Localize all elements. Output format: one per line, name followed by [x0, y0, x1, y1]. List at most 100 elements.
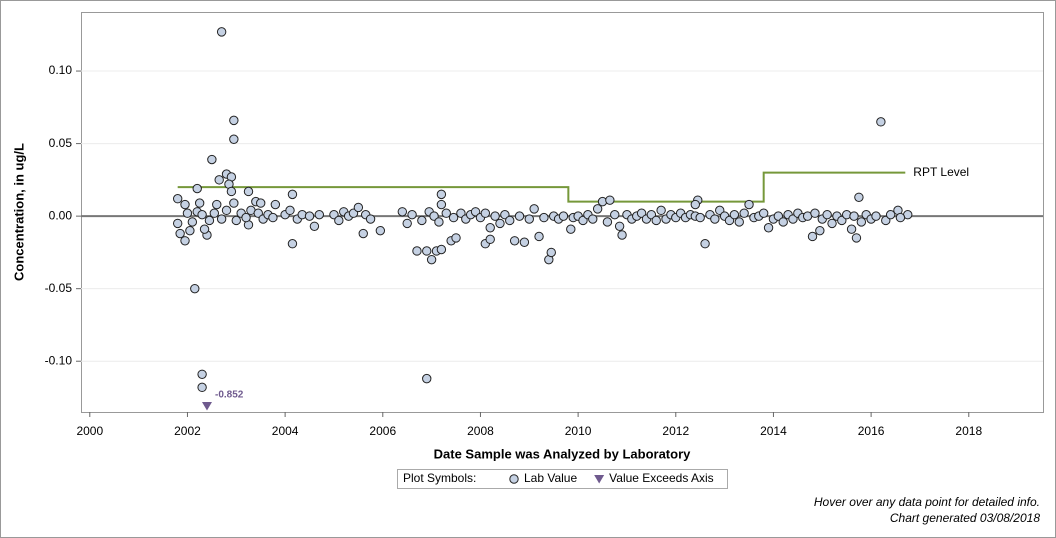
x-tick-label: 2008: [467, 424, 494, 438]
data-point: [192, 183, 202, 194]
data-point: [700, 239, 710, 249]
data-point: [185, 225, 195, 236]
data-point: [207, 154, 217, 165]
x-tick-label: 2006: [369, 424, 396, 438]
x-tick-label: 2012: [662, 424, 689, 438]
data-point: [172, 194, 183, 204]
data-point: [434, 217, 444, 227]
x-tick-label: 2014: [760, 424, 787, 438]
data-point: [822, 209, 832, 220]
x-tick-label: 2010: [565, 424, 592, 438]
data-point: [285, 205, 295, 216]
x-axis-title: Date Sample was Analyzed by Laboratory: [434, 446, 691, 461]
data-point: [197, 369, 207, 379]
data-point: [810, 208, 820, 218]
data-point: [744, 199, 754, 210]
data-point: [412, 246, 422, 256]
data-point: [287, 189, 298, 200]
data-point: [214, 175, 224, 185]
data-point: [827, 218, 837, 229]
data-point: [546, 247, 556, 258]
data-point: [268, 212, 278, 223]
data-point: [187, 217, 198, 227]
data-point: [588, 214, 598, 224]
data-point: [365, 214, 376, 224]
data-point: [614, 221, 625, 231]
data-point: [229, 198, 239, 208]
data-point: [180, 236, 190, 246]
data-point: [204, 215, 215, 226]
data-point: [485, 234, 495, 245]
data-point: [710, 214, 720, 224]
data-point: [729, 209, 740, 220]
note: Chart generated 03/08/2018: [890, 511, 1040, 525]
x-tick-label: 2000: [76, 424, 103, 438]
y-axis-title: Concentration, in ug/L: [11, 143, 26, 281]
data-point: [304, 211, 315, 221]
data-point: [216, 27, 227, 37]
legend-label: Lab Value: [524, 471, 577, 485]
data-point: [309, 221, 320, 231]
data-point: [778, 217, 788, 227]
data-point: [448, 212, 459, 223]
exceed-marker: [201, 402, 212, 411]
data-point: [226, 186, 237, 197]
data-point: [209, 208, 220, 218]
data-point: [610, 209, 620, 220]
x-tick-label: 2016: [858, 424, 885, 438]
data-point: [422, 373, 432, 384]
data-point: [353, 202, 364, 213]
x-tick-label: 2018: [955, 424, 982, 438]
legend-symbol: [509, 474, 519, 484]
data-point: [256, 198, 266, 208]
data-point: [190, 283, 200, 294]
data-point: [358, 228, 368, 239]
data-point: [758, 208, 769, 218]
y-tick-label: 0.05: [49, 136, 73, 150]
data-point: [197, 209, 207, 220]
data-point: [417, 215, 427, 226]
legend-box: [397, 469, 728, 489]
data-point: [270, 199, 281, 210]
data-point: [426, 254, 437, 265]
data-point: [314, 209, 325, 220]
data-point: [495, 218, 505, 229]
data-point: [436, 189, 447, 200]
data-point: [566, 224, 576, 234]
data-point: [422, 246, 432, 256]
data-point: [539, 212, 549, 223]
data-point: [656, 205, 666, 216]
data-point: [197, 382, 207, 393]
data-point: [480, 208, 491, 218]
data-point: [856, 217, 867, 227]
data-point: [885, 209, 896, 220]
data-point: [436, 199, 447, 210]
data-point: [763, 223, 774, 233]
data-point: [617, 230, 627, 240]
data-point: [194, 198, 205, 208]
data-point: [172, 218, 183, 229]
data-point: [524, 214, 534, 224]
data-point: [229, 115, 239, 126]
data-point: [221, 205, 232, 216]
data-point: [895, 212, 906, 223]
data-point: [605, 195, 615, 205]
data-point: [212, 199, 222, 210]
data-point: [592, 204, 603, 214]
data-point: [651, 215, 661, 226]
data-point: [490, 211, 500, 221]
data-point: [514, 211, 525, 221]
legend-label: Value Exceeds Axis: [609, 471, 714, 485]
data-point: [558, 211, 569, 221]
rpt-label: RPT Level: [913, 165, 969, 179]
y-tick-label: -0.05: [45, 281, 73, 295]
data-point: [436, 244, 447, 255]
legend-title: Plot Symbols:: [403, 471, 476, 485]
data-point: [602, 217, 613, 227]
rpt-line: [177, 171, 906, 203]
data-point: [182, 208, 193, 218]
data-point: [229, 134, 239, 144]
data-point: [334, 215, 344, 226]
data-point: [807, 231, 818, 242]
